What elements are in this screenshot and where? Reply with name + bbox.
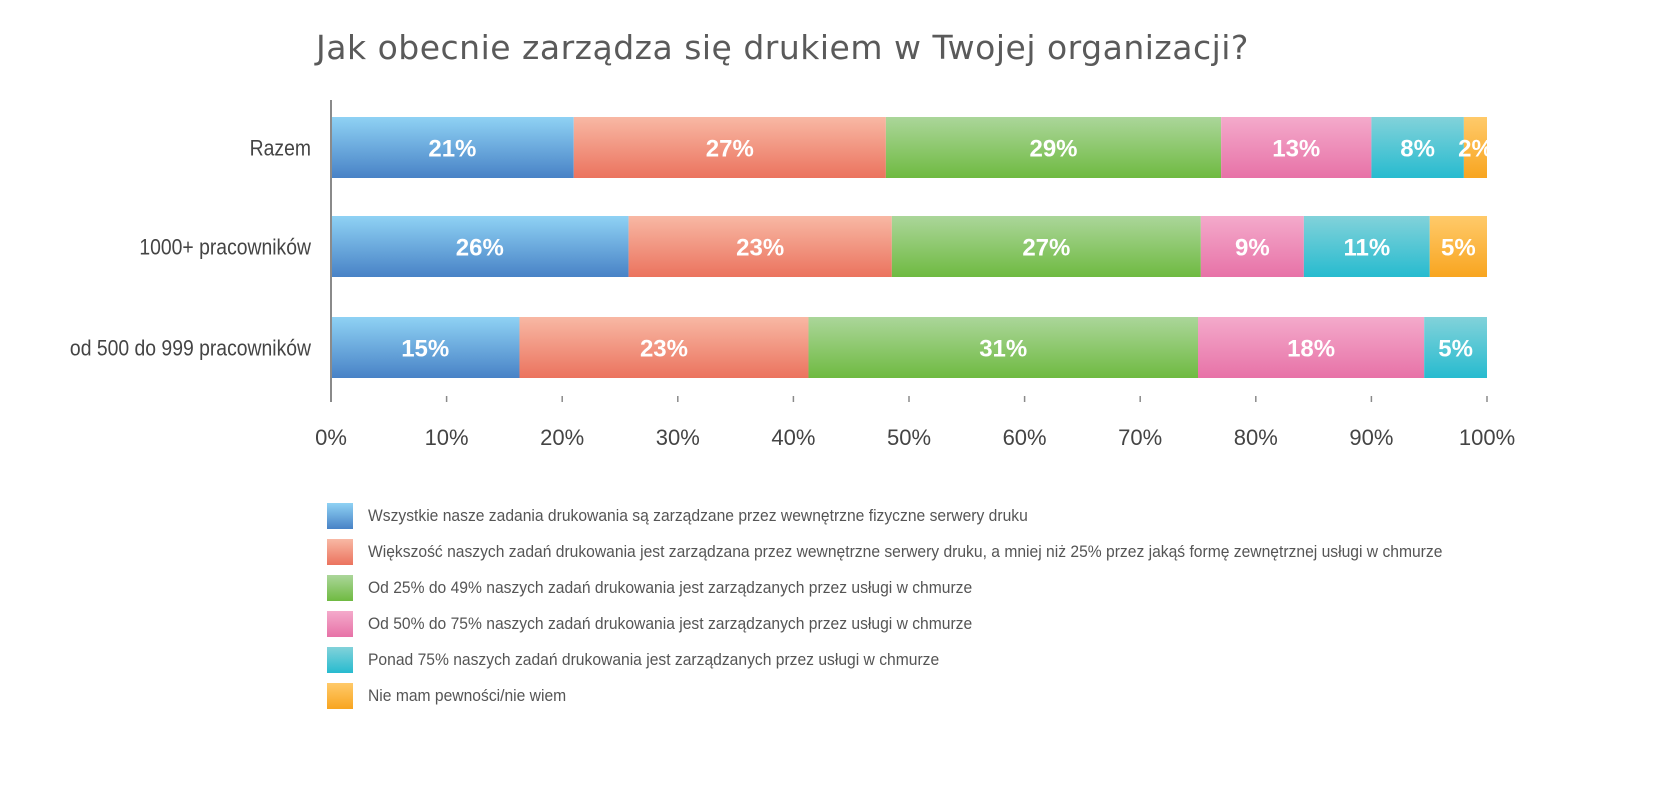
legend-item: Od 50% do 75% naszych zadań drukowania j… xyxy=(327,606,1536,642)
legend-swatch xyxy=(327,647,353,673)
category-label: Razem xyxy=(250,136,311,160)
data-label: 27% xyxy=(1022,235,1070,262)
legend-item: Ponad 75% naszych zadań drukowania jest … xyxy=(327,642,1536,678)
chart-title: Jak obecnie zarządza się drukiem w Twoje… xyxy=(316,28,1249,67)
data-label: 2% xyxy=(1458,136,1493,163)
legend: Wszystkie nasze zadania drukowania są za… xyxy=(327,498,1536,714)
x-tick-label: 80% xyxy=(1234,425,1278,450)
bar-segment xyxy=(891,216,1201,277)
legend-item: Nie mam pewności/nie wiem xyxy=(327,678,1536,714)
legend-swatch xyxy=(327,503,353,529)
legend-swatch xyxy=(327,575,353,601)
x-tick-label: 90% xyxy=(1349,425,1393,450)
data-label: 9% xyxy=(1235,235,1270,262)
legend-swatch xyxy=(327,611,353,637)
bar-segment xyxy=(885,117,1222,178)
stacked-bar-chart: Razem 21% 27% 29% 13% 8% 2% 1000+ pracowników 26… xyxy=(70,100,1515,450)
legend-label: Wszystkie nasze zadania drukowania są za… xyxy=(368,506,1028,525)
data-label: 31% xyxy=(979,336,1027,363)
bar-segment xyxy=(808,317,1198,378)
category-label: od 500 do 999 pracowników xyxy=(70,336,312,360)
legend-item: Od 25% do 49% naszych zadań drukowania j… xyxy=(327,570,1536,606)
x-tick-label: 60% xyxy=(1003,425,1047,450)
bar-segment xyxy=(573,117,886,178)
bar-segment xyxy=(1200,216,1304,277)
data-label: 5% xyxy=(1438,336,1473,363)
data-label: 5% xyxy=(1441,235,1476,262)
legend-label: Od 25% do 49% naszych zadań drukowania j… xyxy=(368,578,973,597)
bar-segment xyxy=(1424,317,1487,378)
legend-item: Większość naszych zadań drukowania jest … xyxy=(327,534,1536,570)
data-label: 23% xyxy=(640,336,688,363)
legend-label: Ponad 75% naszych zadań drukowania jest … xyxy=(368,650,940,669)
data-label: 29% xyxy=(1029,136,1077,163)
bar-segment xyxy=(1463,117,1487,178)
data-label: 11% xyxy=(1343,235,1390,262)
data-label: 15% xyxy=(401,336,449,363)
data-label: 26% xyxy=(456,235,504,262)
data-label: 21% xyxy=(428,136,476,163)
data-label: 23% xyxy=(736,235,784,262)
bar-segment xyxy=(331,216,629,277)
bar-segment xyxy=(1371,117,1464,178)
legend-label: Od 50% do 75% naszych zadań drukowania j… xyxy=(368,614,973,633)
legend-item: Wszystkie nasze zadania drukowania są za… xyxy=(327,498,1536,534)
bar-segment xyxy=(519,317,809,378)
data-label: 8% xyxy=(1400,136,1435,163)
category-label: 1000+ pracowników xyxy=(139,235,312,259)
bar-segment xyxy=(1429,216,1487,277)
legend-swatch xyxy=(327,539,353,565)
legend-label: Nie mam pewności/nie wiem xyxy=(368,686,567,705)
bar-segment xyxy=(331,317,520,378)
x-tick-label: 30% xyxy=(656,425,700,450)
legend-swatch xyxy=(327,683,353,709)
x-tick-label: 10% xyxy=(425,425,469,450)
bar-segment xyxy=(1198,317,1425,378)
bar-segment xyxy=(1303,216,1430,277)
data-label: 18% xyxy=(1287,336,1335,363)
x-tick-label: 70% xyxy=(1118,425,1162,450)
bar-segment xyxy=(1221,117,1372,178)
data-label: 27% xyxy=(706,136,754,163)
data-label: 13% xyxy=(1272,136,1320,163)
x-tick-label: 100% xyxy=(1459,425,1515,450)
x-tick-label: 0% xyxy=(315,425,347,450)
x-tick-label: 50% xyxy=(887,425,931,450)
x-tick-label: 40% xyxy=(771,425,815,450)
x-tick-label: 20% xyxy=(540,425,584,450)
bar-segment xyxy=(331,117,574,178)
legend-label: Większość naszych zadań drukowania jest … xyxy=(368,542,1443,561)
bar-segment xyxy=(628,216,892,277)
